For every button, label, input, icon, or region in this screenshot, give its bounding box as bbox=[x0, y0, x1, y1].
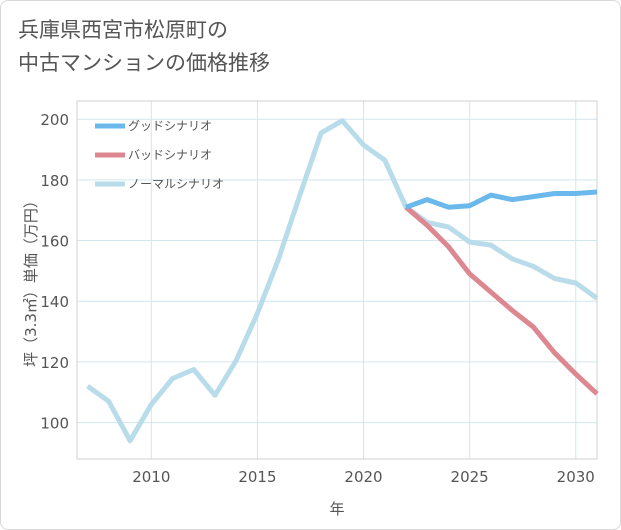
series-line-2 bbox=[86, 118, 599, 444]
x-axis-ticks: 2010 2015 2020 2025 2030 bbox=[132, 468, 595, 486]
grid-lines bbox=[77, 101, 597, 459]
y-tick-label-4: 180 bbox=[40, 172, 69, 190]
legend-label-1: バッドシナリオ bbox=[128, 148, 212, 162]
plot-border bbox=[76, 100, 598, 460]
x-tick-label-4: 2030 bbox=[557, 468, 595, 486]
legend-label-2: ノーマルシナリオ bbox=[128, 177, 224, 191]
series-line-0 bbox=[405, 189, 598, 210]
y-tick-label-1: 120 bbox=[40, 354, 69, 372]
y-tick-label-0: 100 bbox=[40, 415, 69, 433]
y-axis-label: 坪（3.3㎡）単価（万円） bbox=[22, 193, 40, 367]
series-lines bbox=[86, 118, 599, 444]
chart-title: 兵庫県西宮市松原町の 中古マンションの価格推移 bbox=[18, 14, 518, 80]
chart-title-line-2: 中古マンションの価格推移 bbox=[18, 51, 270, 75]
x-tick-label-1: 2015 bbox=[238, 468, 276, 486]
y-tick-label-3: 160 bbox=[40, 233, 69, 251]
y-tick-label-2: 140 bbox=[40, 293, 69, 311]
y-tick-label-5: 200 bbox=[40, 111, 69, 129]
legend-label-0: グッドシナリオ bbox=[128, 119, 212, 133]
x-tick-label-3: 2025 bbox=[451, 468, 489, 486]
x-tick-label-0: 2010 bbox=[132, 468, 170, 486]
y-axis-ticks: 100 120 140 160 180 200 bbox=[40, 111, 69, 432]
x-axis-label: 年 bbox=[329, 500, 344, 518]
series-line-1 bbox=[404, 205, 599, 396]
chart-title-line-1: 兵庫県西宮市松原町の bbox=[18, 18, 228, 42]
x-tick-label-2: 2020 bbox=[344, 468, 382, 486]
